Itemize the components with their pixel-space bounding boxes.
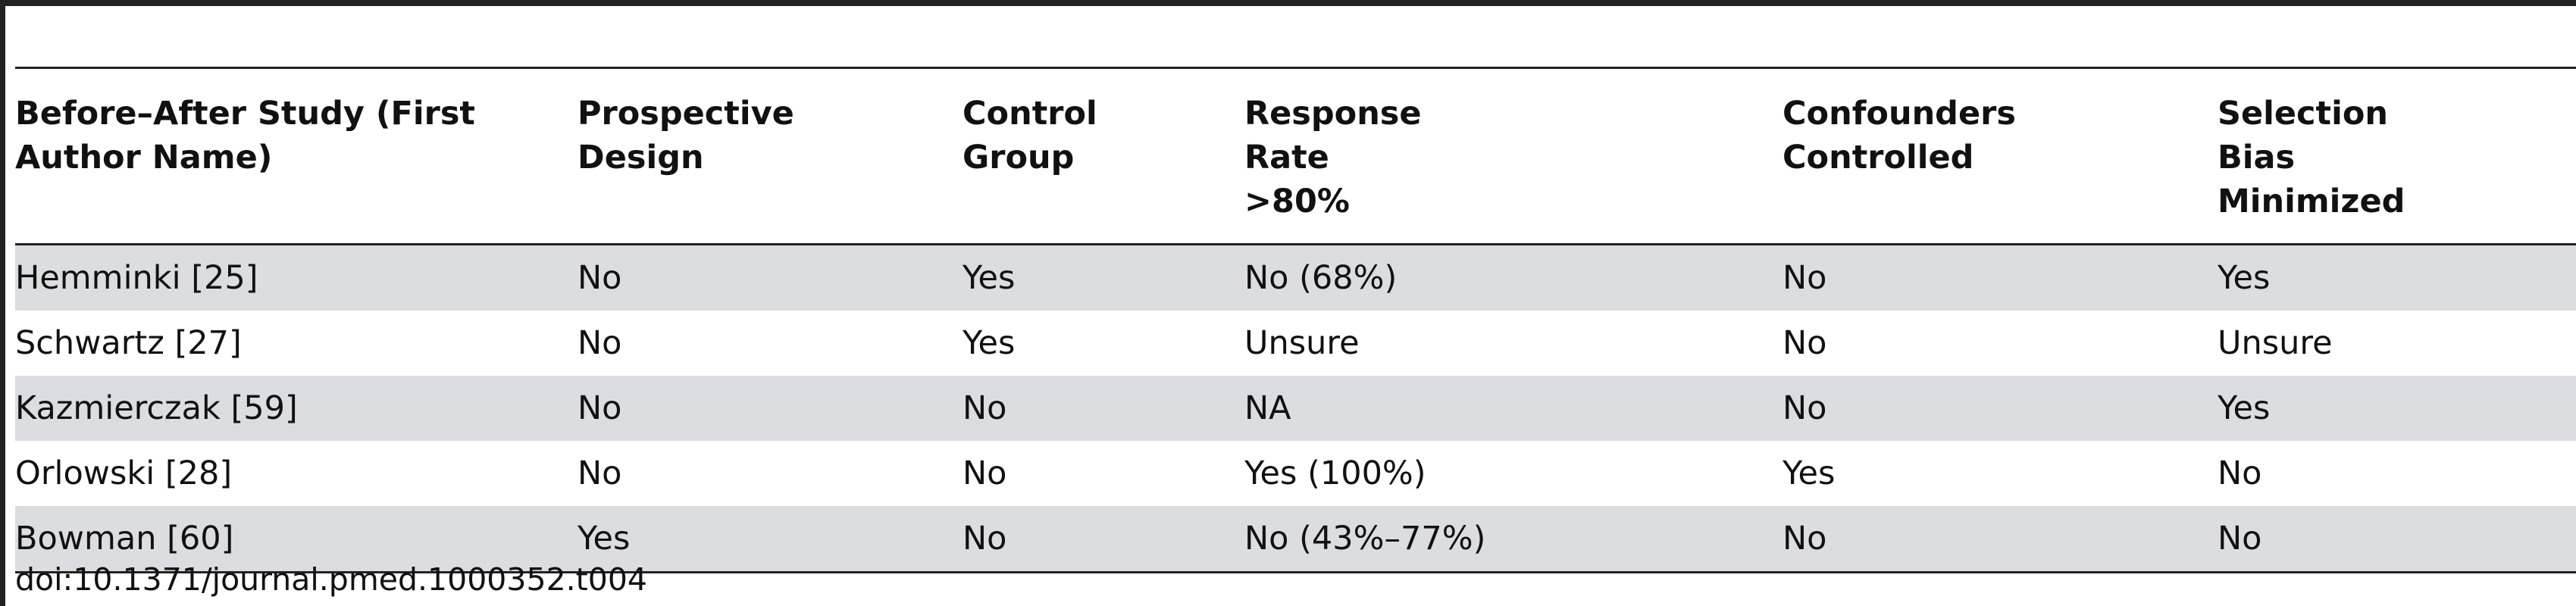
cell-prospective-design: No <box>577 324 622 362</box>
top-rule <box>0 0 2576 6</box>
cell-confounders-controlled: No <box>1783 324 1827 362</box>
cell-control-group: Yes <box>962 244 1244 311</box>
cell-response-rate: Yes (100%) <box>1244 454 1426 492</box>
cell-selection-bias-minimized: Yes <box>2218 376 2576 441</box>
cell-confounders-controlled: No <box>1783 376 2218 441</box>
table-header: Before–After Study (First Author Name) P… <box>15 67 2576 245</box>
cell-prospective-design: No <box>577 244 962 311</box>
cell-prospective-design: Yes <box>577 506 962 573</box>
column-header-study: Before–After Study (First Author Name) <box>15 95 475 176</box>
table-row: Orlowski [28] No No Yes (100%) Yes No <box>15 441 2576 506</box>
cell-response-rate: No (43%–77%) <box>1244 506 1783 573</box>
cell-control-group: Yes <box>962 324 1016 362</box>
cell-selection-bias-minimized: Yes <box>2218 244 2576 311</box>
column-header-selection-bias-minimized: Selection Bias Minimized <box>2218 95 2405 220</box>
table-body: Hemminki [25] No Yes No (68%) No Yes Sch… <box>15 244 2576 573</box>
cell-response-rate: NA <box>1244 376 1783 441</box>
table-row: Kazmierczak [59] No No NA No Yes <box>15 376 2576 441</box>
left-rule <box>0 0 5 606</box>
study-quality-table-container: Before–After Study (First Author Name) P… <box>15 67 2576 573</box>
cell-control-group: No <box>962 376 1244 441</box>
cell-confounders-controlled: Yes <box>1783 454 1836 492</box>
column-header-prospective-design: Prospective Design <box>577 95 794 176</box>
cell-confounders-controlled: No <box>1783 506 2218 573</box>
column-header-response-rate: Response Rate >80% <box>1244 95 1422 220</box>
column-header-confounders-controlled: Confounders Controlled <box>1783 95 2016 176</box>
cell-selection-bias-minimized: Unsure <box>2218 324 2333 362</box>
cell-selection-bias-minimized: No <box>2218 506 2576 573</box>
study-quality-table: Before–After Study (First Author Name) P… <box>15 67 2576 573</box>
header-row: Before–After Study (First Author Name) P… <box>15 67 2576 245</box>
cell-selection-bias-minimized: No <box>2218 454 2262 492</box>
cell-control-group: No <box>962 454 1007 492</box>
cell-response-rate: No (68%) <box>1244 244 1783 311</box>
cell-confounders-controlled: No <box>1783 244 2218 311</box>
cell-response-rate: Unsure <box>1244 324 1360 362</box>
cell-control-group: No <box>962 506 1244 573</box>
column-header-control-group: Control Group <box>962 95 1097 176</box>
cell-prospective-design: No <box>577 454 622 492</box>
table-doi: doi:10.1371/journal.pmed.1000352.t004 <box>15 561 648 598</box>
table-row: Schwartz [27] No Yes Unsure No Unsure <box>15 311 2576 376</box>
cell-study: Hemminki [25] <box>15 244 577 311</box>
cell-study: Orlowski [28] <box>15 454 233 492</box>
cell-study: Schwartz [27] <box>15 324 242 362</box>
cell-study: Bowman [60] <box>15 506 577 573</box>
table-row: Hemminki [25] No Yes No (68%) No Yes <box>15 244 2576 311</box>
cell-prospective-design: No <box>577 376 962 441</box>
cell-study: Kazmierczak [59] <box>15 376 577 441</box>
table-row: Bowman [60] Yes No No (43%–77%) No No <box>15 506 2576 573</box>
